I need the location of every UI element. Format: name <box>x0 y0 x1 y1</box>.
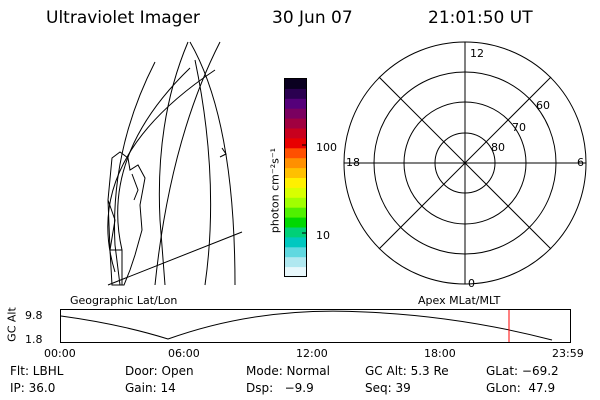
mode-readout: Mode: Normal <box>246 364 330 378</box>
colorbar-stripe <box>285 88 306 100</box>
lat-label-60: 60 <box>536 99 550 112</box>
door-readout: Door: Open <box>125 364 194 378</box>
latitude-line <box>194 59 212 286</box>
colorbar-stripe <box>285 118 306 129</box>
time-readout: 21:01:50 UT <box>428 8 533 28</box>
colorbar-tick-10: 10 <box>316 229 330 242</box>
colorbar-tick-100: 100 <box>316 141 337 154</box>
mlt-label-18: 18 <box>346 156 360 169</box>
coastline <box>107 199 123 285</box>
lat-label-80: 80 <box>491 141 505 154</box>
colorbar-stripe <box>285 108 306 120</box>
time-tick-2359: 23:59 <box>552 347 584 360</box>
latitude-line <box>189 41 236 286</box>
colorbar-stripe <box>285 98 306 110</box>
colorbar-stripe <box>285 138 306 149</box>
time-tick-0600: 06:00 <box>168 347 200 360</box>
gain-readout: Gain: 14 <box>125 381 176 395</box>
colorbar-stripe <box>285 197 306 209</box>
colorbar-stripe <box>285 267 306 278</box>
colorbar-stripe <box>285 207 306 219</box>
colorbar-stripe <box>285 128 306 139</box>
time-tick-1200: 12:00 <box>296 347 328 360</box>
alt-tick-low: 1.8 <box>25 333 43 346</box>
seq-readout: Seq: 39 <box>365 381 411 395</box>
flt-readout: Flt: LBHL <box>10 364 64 378</box>
altitude-plot <box>60 309 571 343</box>
alt-axis-label: GC Alt <box>5 307 19 342</box>
app-title: Ultraviolet Imager <box>46 8 200 28</box>
coastline <box>107 151 146 286</box>
meridian-line <box>114 61 156 286</box>
colorbar <box>284 78 307 278</box>
geographic-map <box>107 41 243 286</box>
colorbar-stripe <box>285 158 306 169</box>
altitude-curve <box>60 310 553 341</box>
colorbar-stripe <box>285 227 306 238</box>
polar-plot <box>343 41 587 285</box>
glat-readout: GLat: −69.2 <box>486 364 559 378</box>
colorbar-stripe <box>285 237 306 248</box>
island-marker <box>219 147 227 158</box>
colorbar-stripe <box>285 187 306 199</box>
mlt-label-0: 0 <box>468 277 475 290</box>
colorbar-stripe <box>285 217 306 228</box>
latitude-line <box>107 231 243 286</box>
colorbar-unit-label: photon cm⁻²s⁻¹ <box>268 147 282 234</box>
meridian-line <box>154 41 221 286</box>
mlt-label-12: 12 <box>470 47 484 60</box>
glon-readout: GLon: 47.9 <box>486 381 556 395</box>
geo-panel-label: Geographic Lat/Lon <box>70 294 178 307</box>
mlt-label-6: 6 <box>577 156 584 169</box>
gc-alt-readout: GC Alt: 5.3 Re <box>365 364 449 378</box>
date-readout: 30 Jun 07 <box>272 8 353 28</box>
alt-tick-high: 9.8 <box>25 309 43 322</box>
lat-label-70: 70 <box>512 121 526 134</box>
colorbar-stripe <box>285 148 306 159</box>
colorbar-stripe <box>285 168 306 179</box>
colorbar-stripe <box>285 257 306 268</box>
time-tick-0000: 00:00 <box>44 347 76 360</box>
colorbar-stripe <box>285 178 306 189</box>
time-tick-1800: 18:00 <box>424 347 456 360</box>
dsp-readout: Dsp: −9.9 <box>246 381 314 395</box>
polar-panel-label: Apex MLat/MLT <box>418 294 501 307</box>
colorbar-stripe <box>285 79 306 90</box>
ip-readout: IP: 36.0 <box>10 381 56 395</box>
latitude-line <box>107 69 216 273</box>
meridian-line <box>158 41 189 286</box>
coastline <box>131 173 139 201</box>
colorbar-stripe <box>285 247 306 258</box>
latitude-line <box>117 67 191 251</box>
